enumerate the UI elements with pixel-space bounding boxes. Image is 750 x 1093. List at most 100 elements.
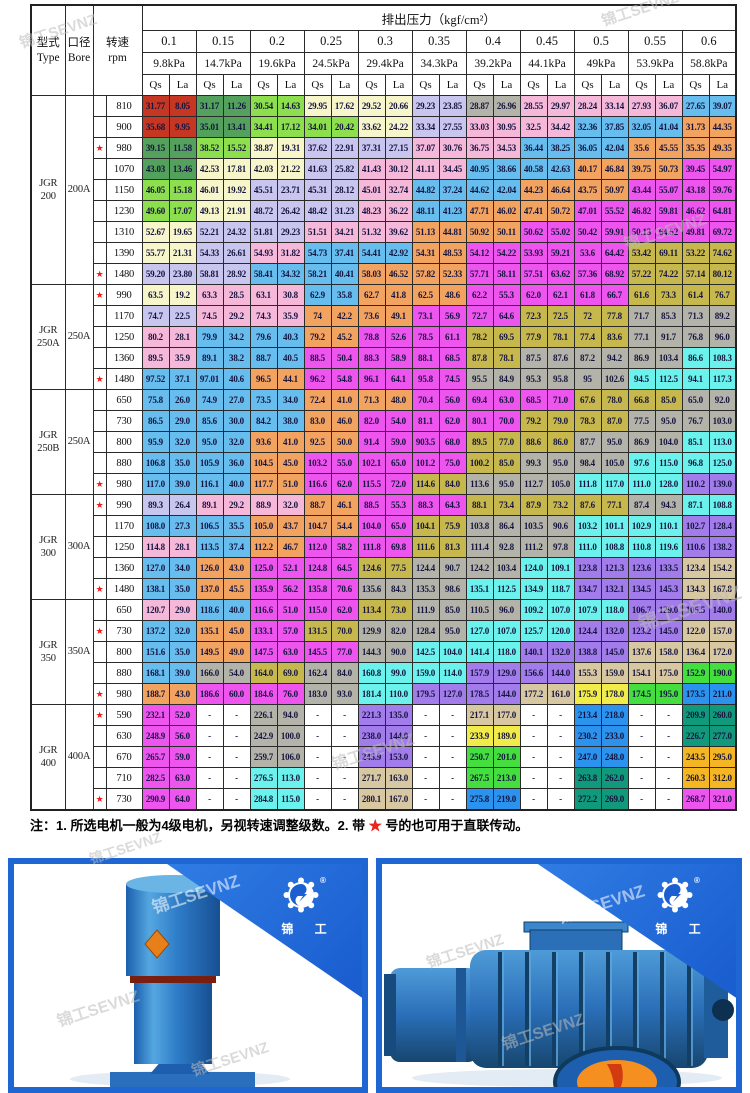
value-cell: 71.7 — [627, 305, 656, 327]
value-cell: 86.0 — [546, 431, 575, 453]
value-cell: 52.6 — [384, 326, 413, 348]
value-cell: 46.05 — [141, 179, 170, 201]
value-cell: 233.0 — [600, 725, 629, 747]
value-cell: - — [195, 746, 224, 768]
value-cell: 41.23 — [438, 200, 467, 222]
value-cell: 47.71 — [465, 200, 494, 222]
value-cell: 62.0 — [330, 473, 359, 495]
value-cell: 53.6 — [573, 242, 602, 264]
value-cell: 111.8 — [357, 536, 386, 558]
value-cell: 77.9 — [519, 326, 548, 348]
value-cell: 68.92 — [600, 263, 629, 285]
value-cell: 87.7 — [573, 431, 602, 453]
pressure-header: 0.55 — [627, 30, 683, 53]
value-cell: 54.97 — [708, 158, 737, 180]
value-cell: 108.3 — [708, 347, 737, 369]
value-cell: 124.4 — [411, 557, 440, 579]
value-cell: 73.6 — [357, 305, 386, 327]
value-cell: 64.81 — [708, 200, 737, 222]
value-cell: 36.05 — [573, 137, 602, 159]
value-cell: 89.5 — [141, 347, 170, 369]
value-cell: 63.0 — [276, 641, 305, 663]
table-row: ★ 1480 138.1 35.0 137.0 45.5 135.9 56.2 135.8 70.… — [31, 578, 737, 600]
value-cell: - — [546, 704, 575, 726]
value-cell: 57.22 — [627, 263, 656, 285]
star-cell: ★ — [92, 683, 107, 705]
rpm-cell: 1390 — [105, 242, 143, 264]
value-cell: 60.0 — [222, 683, 251, 705]
value-cell: 88.6 — [519, 431, 548, 453]
rpm-cell: 1250 — [105, 536, 143, 558]
value-cell: 144.0 — [492, 683, 521, 705]
value-cell: 269.0 — [600, 788, 629, 811]
value-cell: 37.1 — [168, 368, 197, 390]
value-cell: 124.8 — [303, 557, 332, 579]
value-cell: 77.5 — [627, 410, 656, 432]
value-cell: 276.5 — [249, 767, 278, 789]
star-cell — [92, 515, 107, 537]
value-cell: 42.53 — [195, 158, 224, 180]
bore-cell: 250A — [64, 389, 94, 495]
value-cell: 51.0 — [276, 599, 305, 621]
value-cell: 84.2 — [249, 410, 278, 432]
value-cell: 277.0 — [708, 725, 737, 747]
value-cell: - — [546, 788, 575, 811]
value-cell: 45.0 — [222, 620, 251, 642]
value-cell: 151.6 — [141, 641, 170, 663]
value-cell: 54.73 — [303, 242, 332, 264]
value-cell: - — [654, 704, 683, 726]
value-cell: 115.5 — [357, 473, 386, 495]
value-cell: 43.18 — [681, 179, 710, 201]
value-cell: 173.5 — [681, 683, 710, 705]
value-cell: 50.73 — [654, 158, 683, 180]
qs-header: Qs — [573, 74, 602, 96]
pressure-header: 0.35 — [411, 30, 467, 53]
value-cell: 74.5 — [438, 368, 467, 390]
value-cell: 77.0 — [492, 431, 521, 453]
value-cell: 104.0 — [654, 431, 683, 453]
value-cell: 26.42 — [276, 200, 305, 222]
value-cell: 213.0 — [492, 767, 521, 789]
value-cell: 13.41 — [222, 116, 251, 138]
value-cell: 55.3 — [492, 284, 521, 306]
value-cell: 34.41 — [249, 116, 278, 138]
value-cell: - — [330, 704, 359, 726]
kpa-header: 49kPa — [573, 52, 629, 75]
value-cell: 33.62 — [357, 116, 386, 138]
kpa-header: 14.7kPa — [195, 52, 251, 75]
model-cell: JGR 400 — [30, 704, 66, 811]
star-cell: ★ — [92, 620, 107, 642]
kpa-header: 44.1kPa — [519, 52, 575, 75]
table-row: 1250 80.2 28.1 79.9 34.2 79.6 40.3 79.2 45.2 78.8… — [31, 326, 737, 348]
value-cell: 75.0 — [438, 452, 467, 474]
value-cell: 32.0 — [168, 620, 197, 642]
value-cell: 40.17 — [573, 158, 602, 180]
value-cell: 144.3 — [357, 641, 386, 663]
value-cell: 69.11 — [654, 242, 683, 264]
value-cell: 155.3 — [573, 662, 602, 684]
value-cell: 78.1 — [492, 347, 521, 369]
value-cell: 64.42 — [600, 242, 629, 264]
value-cell: 53.42 — [627, 242, 656, 264]
value-cell: 118.6 — [195, 599, 224, 621]
value-cell: - — [330, 725, 359, 747]
value-cell: 105.5 — [681, 599, 710, 621]
value-cell: 58.2 — [330, 536, 359, 558]
value-cell: 117.0 — [141, 473, 170, 495]
value-cell: 95.9 — [141, 431, 170, 453]
product-photo-right: ® 锦 工 — [376, 858, 742, 1093]
rpm-cell: 710 — [105, 767, 143, 789]
value-cell: 43.75 — [573, 179, 602, 201]
value-cell: 42.03 — [249, 158, 278, 180]
value-cell: 42.92 — [384, 242, 413, 264]
value-cell: 103.2 — [573, 515, 602, 537]
gear-logo-icon — [283, 877, 319, 913]
value-cell: 91.7 — [654, 326, 683, 348]
value-cell: 69.5 — [492, 326, 521, 348]
star-cell — [92, 767, 107, 789]
value-cell: 47.41 — [519, 200, 548, 222]
value-cell: 134.5 — [627, 578, 656, 600]
value-cell: 115.0 — [276, 788, 305, 811]
value-cell: - — [627, 746, 656, 768]
value-cell: 42.04 — [492, 179, 521, 201]
